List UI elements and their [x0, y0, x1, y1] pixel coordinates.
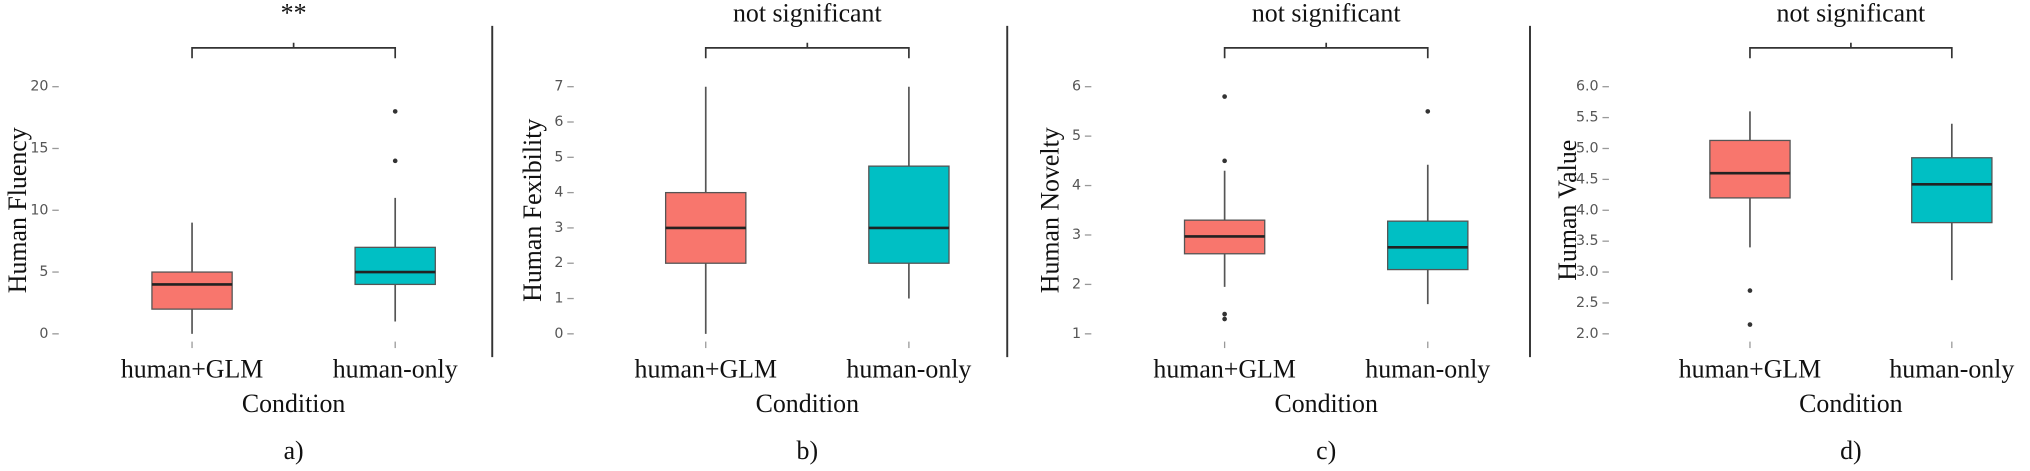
y-tick-label: 4: [554, 185, 563, 201]
x-tick-label: human-only: [333, 354, 458, 383]
significance-bracket: [704, 42, 910, 59]
panel-caption: d): [1840, 436, 1862, 465]
x-axis-label: Condition: [242, 389, 346, 418]
outlier: [1747, 288, 1753, 293]
x-tick-label: human-only: [1365, 354, 1490, 383]
x-axis-label: Condition: [756, 389, 860, 418]
x-tick-label: human-only: [1889, 354, 2014, 383]
x-axis-label: Condition: [1799, 389, 1903, 418]
y-tick-label: 7: [554, 79, 563, 95]
y-tick-label: 20: [30, 79, 48, 95]
outlier: [1747, 322, 1753, 327]
box: [1709, 139, 1791, 199]
y-tick-label: 3.5: [1576, 233, 1599, 249]
y-tick-label: 5: [39, 264, 48, 280]
y-tick-label: 5.5: [1576, 110, 1599, 126]
y-axis-label: Human Novelty: [1035, 127, 1064, 293]
box: [1911, 157, 1993, 224]
y-tick-label: 6: [1072, 79, 1081, 95]
box: [354, 246, 436, 286]
significance-bracket: [1749, 42, 1953, 59]
x-tick-label: human+GLM: [121, 354, 263, 383]
y-tick-label: 4.0: [1576, 202, 1599, 218]
outlier: [1222, 311, 1227, 317]
x-axis-label: Condition: [1274, 389, 1378, 418]
box: [868, 165, 950, 264]
x-tick-label: human+GLM: [635, 354, 777, 383]
y-tick-label: 6.0: [1576, 79, 1599, 95]
y-tick-label: 1: [554, 291, 563, 307]
significance-label: **: [281, 0, 307, 27]
significance-label: not significant: [733, 0, 882, 27]
y-tick-label: 4.5: [1576, 171, 1599, 187]
y-tick-label: 3: [554, 220, 563, 236]
x-tick-label: human+GLM: [1153, 354, 1295, 383]
panel-caption: b): [797, 436, 819, 465]
significance-label: not significant: [1777, 0, 1926, 27]
y-tick-label: 2: [554, 255, 563, 271]
significance-label: not significant: [1252, 0, 1401, 27]
y-tick-label: 3.0: [1576, 264, 1599, 280]
box: [1387, 220, 1469, 271]
y-tick-label: 6: [554, 114, 563, 130]
y-tick-label: 3: [1072, 227, 1081, 243]
x-tick-label: human-only: [846, 354, 971, 383]
y-tick-label: 2.0: [1576, 326, 1599, 342]
outlier: [392, 158, 398, 164]
significance-bracket: [1223, 42, 1429, 59]
x-tick-label: human+GLM: [1679, 354, 1821, 383]
y-axis-label: Human Value: [1553, 140, 1582, 281]
outlier: [1222, 316, 1227, 322]
panel-caption: c): [1316, 436, 1336, 465]
box: [151, 271, 233, 310]
y-tick-label: 5.0: [1576, 140, 1599, 156]
panel-caption: a): [284, 436, 304, 465]
y-tick-label: 0: [554, 326, 563, 342]
y-tick-label: 2.5: [1576, 295, 1599, 311]
outlier: [1425, 109, 1431, 114]
significance-bracket: [191, 42, 397, 59]
y-tick-label: 2: [1072, 276, 1081, 292]
y-tick-label: 0: [39, 326, 48, 342]
y-axis-label: Human Fexibility: [518, 119, 547, 302]
outlier: [1222, 158, 1227, 164]
y-tick-label: 5: [1072, 128, 1081, 144]
y-tick-label: 5: [554, 149, 563, 165]
y-tick-label: 10: [30, 202, 48, 218]
y-tick-label: 1: [1072, 326, 1081, 342]
outlier: [1222, 94, 1227, 99]
outlier: [392, 109, 398, 114]
y-tick-label: 15: [30, 140, 48, 156]
y-tick-label: 4: [1072, 178, 1081, 194]
y-axis-label: Human Fluency: [3, 127, 32, 293]
